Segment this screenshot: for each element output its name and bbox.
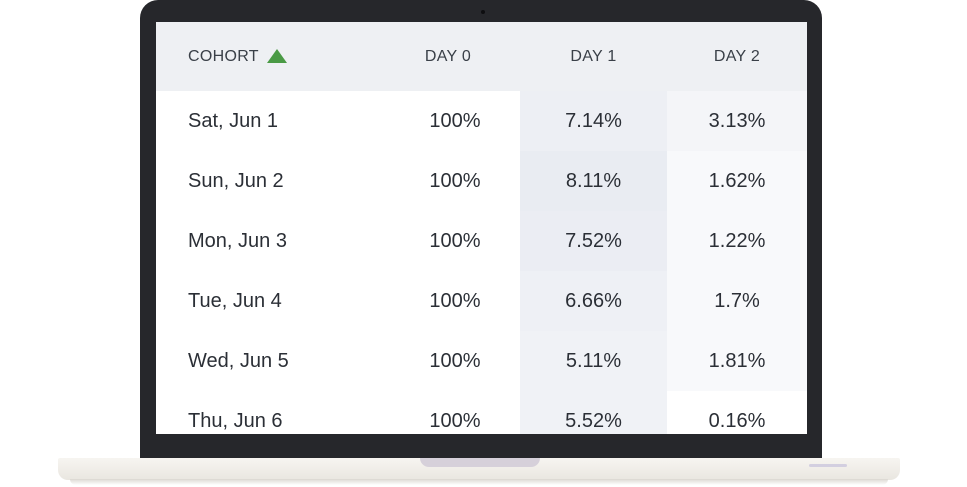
column-header-label: DAY 1 bbox=[570, 47, 617, 65]
day1-cell: 7.14% bbox=[520, 91, 667, 151]
laptop-base-shadow bbox=[70, 479, 888, 485]
laptop-notch bbox=[420, 458, 540, 467]
laptop-screen: COHORT DAY 0 DAY 1 DAY 2 Sat, Jun 1 100%… bbox=[156, 22, 807, 434]
table-row: Sun, Jun 2 100% 8.11% 1.62% bbox=[156, 151, 807, 211]
cohort-cell: Sun, Jun 2 bbox=[188, 169, 284, 192]
day1-cell: 5.52% bbox=[520, 391, 667, 434]
day2-cell: 1.81% bbox=[667, 331, 807, 391]
column-header-cohort[interactable]: COHORT bbox=[156, 22, 376, 91]
day1-cell: 7.52% bbox=[520, 211, 667, 271]
column-header-day2[interactable]: DAY 2 bbox=[667, 22, 807, 91]
day0-cell: 100% bbox=[429, 409, 481, 432]
column-header-day0[interactable]: DAY 0 bbox=[376, 22, 520, 91]
day1-cell: 8.11% bbox=[520, 151, 667, 211]
table-row: Thu, Jun 6 100% 5.52% 0.16% bbox=[156, 391, 807, 434]
day0-cell: 100% bbox=[429, 109, 481, 132]
column-header-day1[interactable]: DAY 1 bbox=[520, 22, 667, 91]
retention-table: COHORT DAY 0 DAY 1 DAY 2 Sat, Jun 1 100%… bbox=[156, 22, 807, 434]
day2-cell: 1.22% bbox=[667, 211, 807, 271]
column-header-label: DAY 0 bbox=[424, 47, 472, 65]
column-header-label: COHORT bbox=[188, 47, 259, 65]
day0-cell: 100% bbox=[429, 349, 481, 372]
camera-icon bbox=[481, 10, 485, 14]
table-header-row: COHORT DAY 0 DAY 1 DAY 2 bbox=[156, 22, 807, 91]
day0-cell: 100% bbox=[429, 169, 481, 192]
day1-cell: 6.66% bbox=[520, 271, 667, 331]
column-header-label: DAY 2 bbox=[713, 47, 761, 65]
table-row: Wed, Jun 5 100% 5.11% 1.81% bbox=[156, 331, 807, 391]
status-indicator bbox=[809, 464, 847, 467]
cohort-cell: Tue, Jun 4 bbox=[188, 289, 282, 312]
day1-cell: 5.11% bbox=[520, 331, 667, 391]
table-row: Tue, Jun 4 100% 6.66% 1.7% bbox=[156, 271, 807, 331]
cohort-cell: Wed, Jun 5 bbox=[188, 349, 289, 372]
cohort-cell: Sat, Jun 1 bbox=[188, 109, 279, 132]
day2-cell: 0.16% bbox=[667, 391, 807, 434]
table-row: Sat, Jun 1 100% 7.14% 3.13% bbox=[156, 91, 807, 151]
day2-cell: 3.13% bbox=[667, 91, 807, 151]
cohort-cell: Mon, Jun 3 bbox=[188, 229, 287, 252]
table-row: Mon, Jun 3 100% 7.52% 1.22% bbox=[156, 211, 807, 271]
day0-cell: 100% bbox=[429, 229, 481, 252]
cohort-cell: Thu, Jun 6 bbox=[188, 409, 283, 432]
day2-cell: 1.62% bbox=[667, 151, 807, 211]
laptop-base bbox=[58, 458, 900, 480]
day2-cell: 1.7% bbox=[667, 271, 807, 331]
day0-cell: 100% bbox=[429, 289, 481, 312]
sort-ascending-icon[interactable] bbox=[266, 48, 287, 63]
